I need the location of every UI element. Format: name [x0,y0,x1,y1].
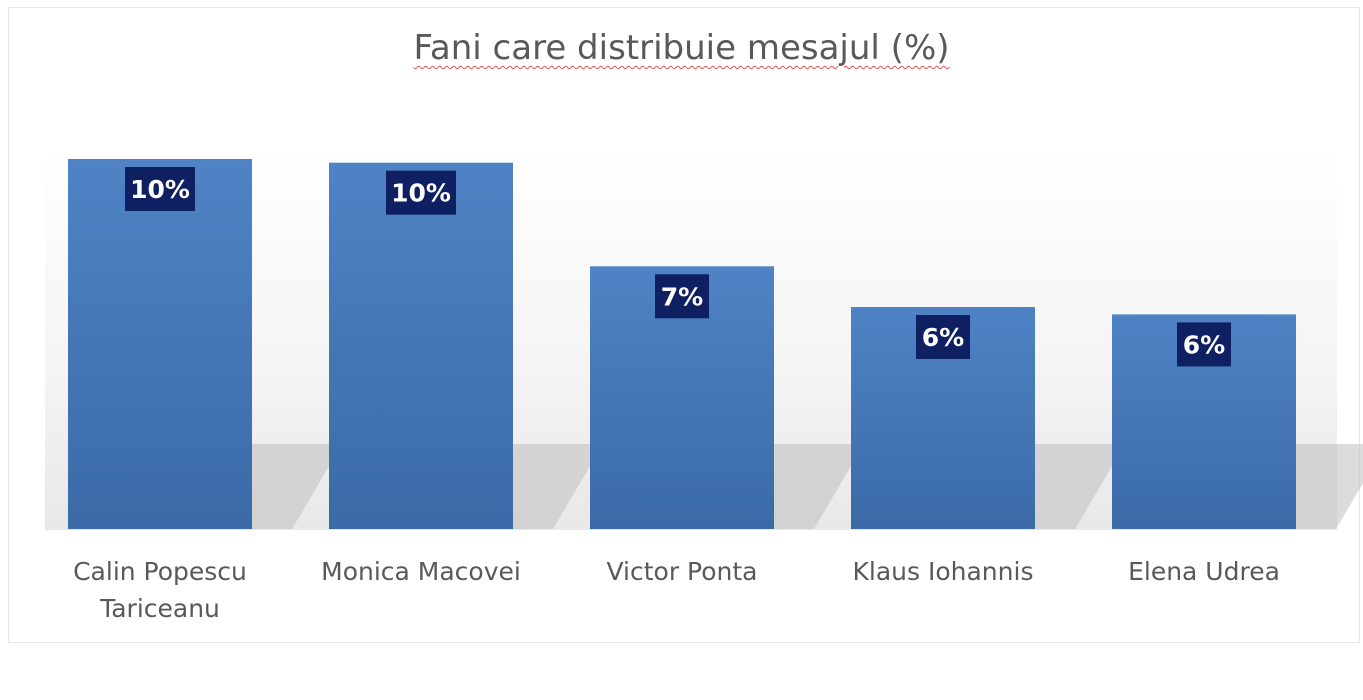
data-label-box [655,274,709,319]
data-labels: 10% 10% 7% 6% 6% [125,167,1231,367]
category-label: Monica Macovei [321,557,521,586]
bar-shadow [774,444,864,529]
category-label: Klaus Iohannis [853,557,1034,586]
category-labels: Calin Popescu Tariceanu Monica Macovei Vict… [73,557,1280,623]
data-label-box [916,315,970,359]
bar-shadow [1035,444,1125,529]
bar-shadow [252,444,342,529]
data-label: 6% [1183,330,1225,359]
data-label: 10% [130,175,190,204]
data-label: 7% [661,282,703,311]
data-label-box [1177,322,1231,367]
bar [329,162,513,529]
data-label-box [125,167,195,211]
bar [68,159,252,529]
data-label: 10% [391,179,451,208]
category-label: Victor Ponta [606,557,757,586]
bar-shadow [513,444,603,529]
data-label: 6% [922,323,964,352]
bar-shadow [1296,444,1363,529]
data-label-box [386,170,456,215]
category-label: Elena Udrea [1128,557,1280,586]
category-label: Calin Popescu Tariceanu [73,557,247,623]
bar-shadows [252,444,1363,529]
chart-title: Fani care distribuie mesajul (%) [413,28,950,68]
